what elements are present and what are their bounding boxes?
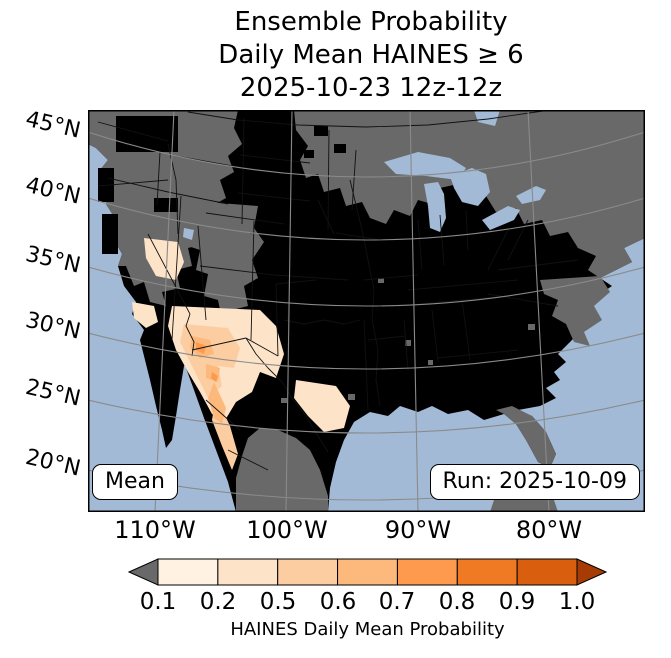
colorbar-tick-label: 0.2 xyxy=(199,589,237,615)
colorbar-over-arrow xyxy=(576,558,607,586)
map-frame xyxy=(88,110,645,512)
colorbar-segment xyxy=(277,558,339,586)
lat-tick-label: 20°N xyxy=(23,444,83,482)
state-borders xyxy=(97,110,579,471)
lat-tick-label: 35°N xyxy=(23,241,83,279)
lon-tick-label: 90°W xyxy=(384,516,452,544)
ensemble-stat-badge: Mean xyxy=(92,464,178,500)
low-prob-pockets xyxy=(98,116,346,254)
colorbar-tick-label: 1.0 xyxy=(558,589,596,615)
colorbar-under-arrow xyxy=(128,558,159,586)
lon-tick-label: 100°W xyxy=(246,516,328,544)
colorbar-ticks: 0.1 0.2 0.5 0.6 0.7 0.8 0.9 1.0 xyxy=(128,589,607,615)
map-axes: Mean Run: 2025-10-09 xyxy=(88,110,645,512)
colorbar xyxy=(128,558,607,586)
title-line-3: 2025-10-23 12z-12z xyxy=(239,73,503,103)
colorbar-label: HAINES Daily Mean Probability xyxy=(230,619,505,640)
colorbar-segment xyxy=(157,558,219,586)
colorbar-segment xyxy=(217,558,279,586)
title-line-2: Daily Mean HAINES ≥ 6 xyxy=(218,40,524,70)
colorbar-segment xyxy=(456,558,518,586)
run-date-badge: Run: 2025-10-09 xyxy=(429,464,640,500)
colorbar-segment xyxy=(516,558,578,586)
colorbar-tick-label: 0.6 xyxy=(319,589,357,615)
lakes xyxy=(183,110,546,240)
colorbar-tick-label: 0.5 xyxy=(259,589,297,615)
colorbar-tick-label: 0.7 xyxy=(378,589,416,615)
lat-tick-label: 45°N xyxy=(23,106,83,144)
lon-tick-label: 80°W xyxy=(515,516,583,544)
conus-map xyxy=(88,110,645,512)
colorbar-tick-label: 0.9 xyxy=(498,589,536,615)
lon-tick-label: 110°W xyxy=(114,516,196,544)
figure-title: Ensemble Probability Daily Mean HAINES ≥… xyxy=(71,6,671,105)
colorbar-segment xyxy=(396,558,458,586)
lat-tick-label: 30°N xyxy=(23,307,83,345)
colorbar-tick-label: 0.1 xyxy=(139,589,177,615)
title-line-1: Ensemble Probability xyxy=(234,7,508,37)
lat-tick-label: 40°N xyxy=(23,172,83,210)
colorbar-segment xyxy=(337,558,398,586)
lat-tick-label: 25°N xyxy=(23,374,83,412)
colorbar-tick-label: 0.8 xyxy=(438,589,476,615)
